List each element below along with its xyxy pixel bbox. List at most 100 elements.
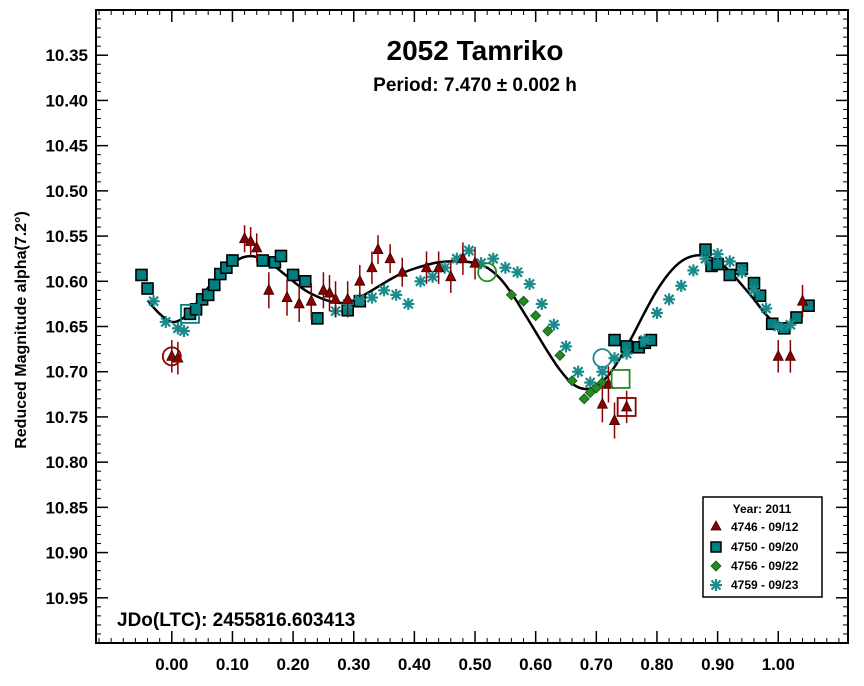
asterisk-stroke [178,325,190,337]
asterisk-stroke [524,278,535,290]
data-point-asterisk [711,248,724,261]
data-point-triangle [342,292,354,304]
asterisk-stroke [403,298,414,310]
asterisk-stroke [560,341,572,352]
x-tick-label: 0.60 [519,655,552,674]
asterisk-stroke [572,366,584,377]
y-axis-ticks: 10.35 10.40 10.45 10.50 10.55 10.60 10.65 10.70… [45,9,848,644]
data-point-square [207,278,221,292]
asterisk-stroke [736,266,748,278]
data-point-triangle [366,260,378,273]
data-point-triangle [281,290,293,302]
x-tick-label: 0.20 [277,655,310,674]
asterisk-stroke [597,366,608,377]
data-point-asterisk [663,293,676,306]
data-point-triangle [432,260,445,273]
data-point-asterisk [462,244,475,257]
legend-marker-diamond [710,560,722,572]
asterisk-stroke [548,319,560,330]
highlight-circle [161,346,182,367]
epoch-annotation: JDo(LTC): 2455816.603413 [117,610,355,631]
x-tick-label: 0.00 [155,655,188,674]
data-point-diamond [517,295,530,307]
asterisk-stroke [463,245,475,256]
data-point-asterisk [426,270,439,283]
data-point-asterisk [535,297,548,310]
legend-entry-2: 4750 - 09/20 [710,540,799,554]
y-tick-label: 10.55 [45,227,88,246]
y-tick-label: 10.80 [45,453,88,472]
data-point-diamond [578,393,590,405]
data-point-asterisk [760,302,773,315]
y-axis-label: Reduced Magnitude alpha(7.2°) [13,211,30,449]
data-point-triangle [372,242,384,255]
legend-title: Year: 2011 [733,502,792,516]
data-point-triangle [329,292,342,304]
data-point-triangle [293,296,305,309]
asterisk-stroke [148,295,159,307]
data-point-asterisk [390,288,403,301]
data-point-asterisk [772,320,785,333]
data-point-triangle [166,349,178,361]
asterisk-stroke [172,323,184,334]
asterisk-stroke [772,321,784,332]
y-tick-label: 10.70 [45,363,88,382]
asterisk-stroke [512,266,523,278]
data-point-triangle [263,283,275,295]
data-point-asterisk [675,279,688,292]
x-tick-label: 0.50 [458,655,491,674]
data-point-triangle [420,260,433,273]
data-point-square [711,257,724,271]
legend-label-3: 4756 - 09/22 [731,559,799,573]
asterisk-stroke [688,265,699,276]
legend-box [702,496,823,598]
y-tick-label: 10.75 [45,408,88,427]
data-point-asterisk [650,306,663,319]
data-point-triangle [317,283,330,295]
legend-entry-3: 4756 - 09/22 [710,559,799,573]
x-tick-label: 0.10 [216,655,249,674]
y-tick-label: 10.50 [45,182,88,201]
asterisk-stroke [760,303,772,314]
data-point-square [226,254,239,267]
asterisk-stroke [536,298,548,310]
data-point-square [141,282,154,295]
y-tick-label: 10.65 [45,318,88,337]
data-point-triangle [796,294,809,306]
data-point-diamond [505,289,517,301]
data-point-asterisk [487,252,500,265]
legend-label-1: 4746 - 09/12 [731,520,799,534]
x-tick-label: 0.90 [701,655,734,674]
y-tick-label: 10.85 [45,498,88,517]
data-point-asterisk [723,255,736,268]
data-point-asterisk [402,297,415,310]
asterisk-stroke [390,289,402,301]
data-point-triangle [323,286,336,298]
highlight-circle [477,262,498,283]
data-point-square [608,333,621,347]
data-point-asterisk [620,347,633,360]
asterisk-stroke [621,348,632,359]
legend: Year: 2011 4746 - 09/12 4750 - 09/20 475… [702,496,823,598]
data-point-triangle [396,265,408,277]
data-point-asterisk [499,261,512,274]
y-tick-label: 10.95 [45,589,88,608]
data-point-triangle [469,256,481,268]
data-point-asterisk [638,334,651,347]
highlight-circle [592,348,613,369]
data-point-triangle [238,231,251,244]
asterisk-stroke [354,294,366,305]
x-tick-label: 0.70 [580,655,613,674]
asterisk-stroke [584,377,596,388]
legend-label-4: 4759 - 09/23 [731,578,799,592]
data-point-triangle [354,274,366,286]
y-tick-label: 10.45 [45,137,88,156]
data-point-diamond [530,310,542,322]
data-point-asterisk [378,284,391,297]
asterisk-stroke [785,319,796,330]
data-point-asterisk [523,277,536,290]
data-point-triangle [608,413,621,425]
asterisk-stroke [675,280,687,292]
data-point-diamond [590,382,602,394]
x-tick-label: 0.30 [337,655,370,674]
